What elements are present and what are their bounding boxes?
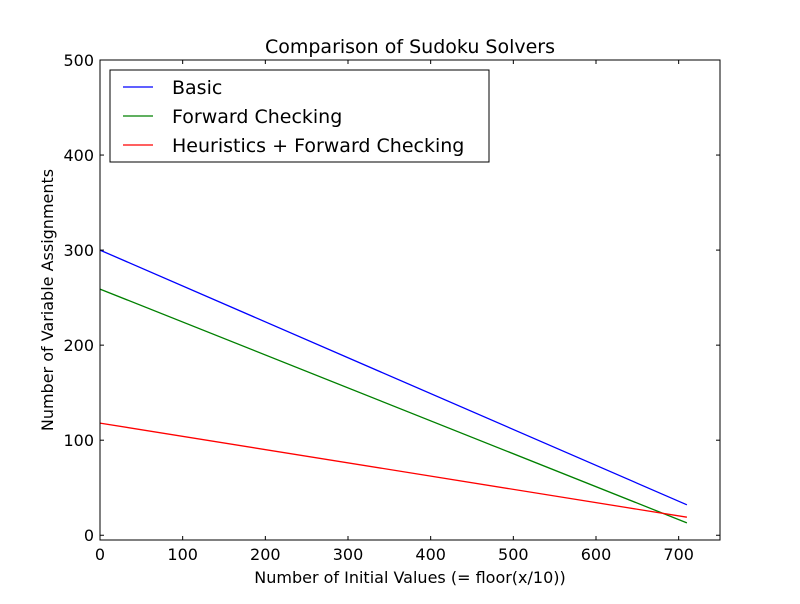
x-tick-label: 0	[95, 545, 105, 564]
series-line-1	[99, 288, 688, 524]
y-tick-label: 0	[84, 526, 94, 545]
x-axis-label: Number of Initial Values (= floor(x/10))	[254, 568, 566, 587]
y-axis-ticks: 0 100 200 300 400 500	[63, 51, 720, 545]
legend-label-2: Heuristics + Forward Checking	[172, 135, 464, 157]
plot-area: 0 100 200 300 400 500 600 700 0 100 200 300 400 500	[63, 51, 721, 564]
y-tick-label: 500	[63, 51, 94, 70]
y-axis-label: Number of Variable Assignments	[38, 169, 57, 431]
legend-items: Basic Forward Checking Heuristics + Forwar…	[123, 77, 464, 157]
legend-label-0: Basic	[172, 77, 222, 99]
series-line-2	[99, 422, 688, 518]
y-tick-label: 300	[63, 241, 94, 260]
legend: Basic Forward Checking Heuristics + Forwar…	[109, 69, 490, 163]
y-tick-label: 400	[63, 146, 94, 165]
series-line-0	[99, 249, 688, 506]
chart-title: Comparison of Sudoku Solvers	[265, 36, 555, 58]
x-tick-label: 100	[167, 545, 198, 564]
y-tick-label: 200	[63, 336, 94, 355]
plot-frame	[99, 59, 721, 541]
x-tick-label: 600	[581, 545, 612, 564]
x-axis-ticks: 0 100 200 300 400 500 600 700	[95, 60, 694, 564]
series-layer	[99, 249, 688, 524]
legend-box	[109, 69, 490, 163]
y-tick-label: 100	[63, 431, 94, 450]
x-tick-label: 300	[333, 545, 364, 564]
x-tick-label: 200	[250, 545, 281, 564]
x-tick-label: 500	[498, 545, 529, 564]
legend-label-1: Forward Checking	[172, 106, 342, 128]
x-tick-label: 400	[415, 545, 446, 564]
x-tick-label: 700	[663, 545, 694, 564]
